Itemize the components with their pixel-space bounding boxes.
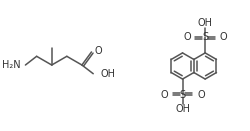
Text: OH: OH <box>198 18 213 28</box>
Text: O: O <box>94 46 102 56</box>
Text: O: O <box>183 32 191 42</box>
Text: H₂N: H₂N <box>2 60 21 70</box>
Text: O: O <box>197 90 205 100</box>
Text: O: O <box>220 32 227 42</box>
Text: S: S <box>202 32 208 42</box>
Text: OH: OH <box>100 69 115 79</box>
Text: S: S <box>180 90 186 100</box>
Text: O: O <box>160 90 168 100</box>
Text: OH: OH <box>175 104 190 114</box>
